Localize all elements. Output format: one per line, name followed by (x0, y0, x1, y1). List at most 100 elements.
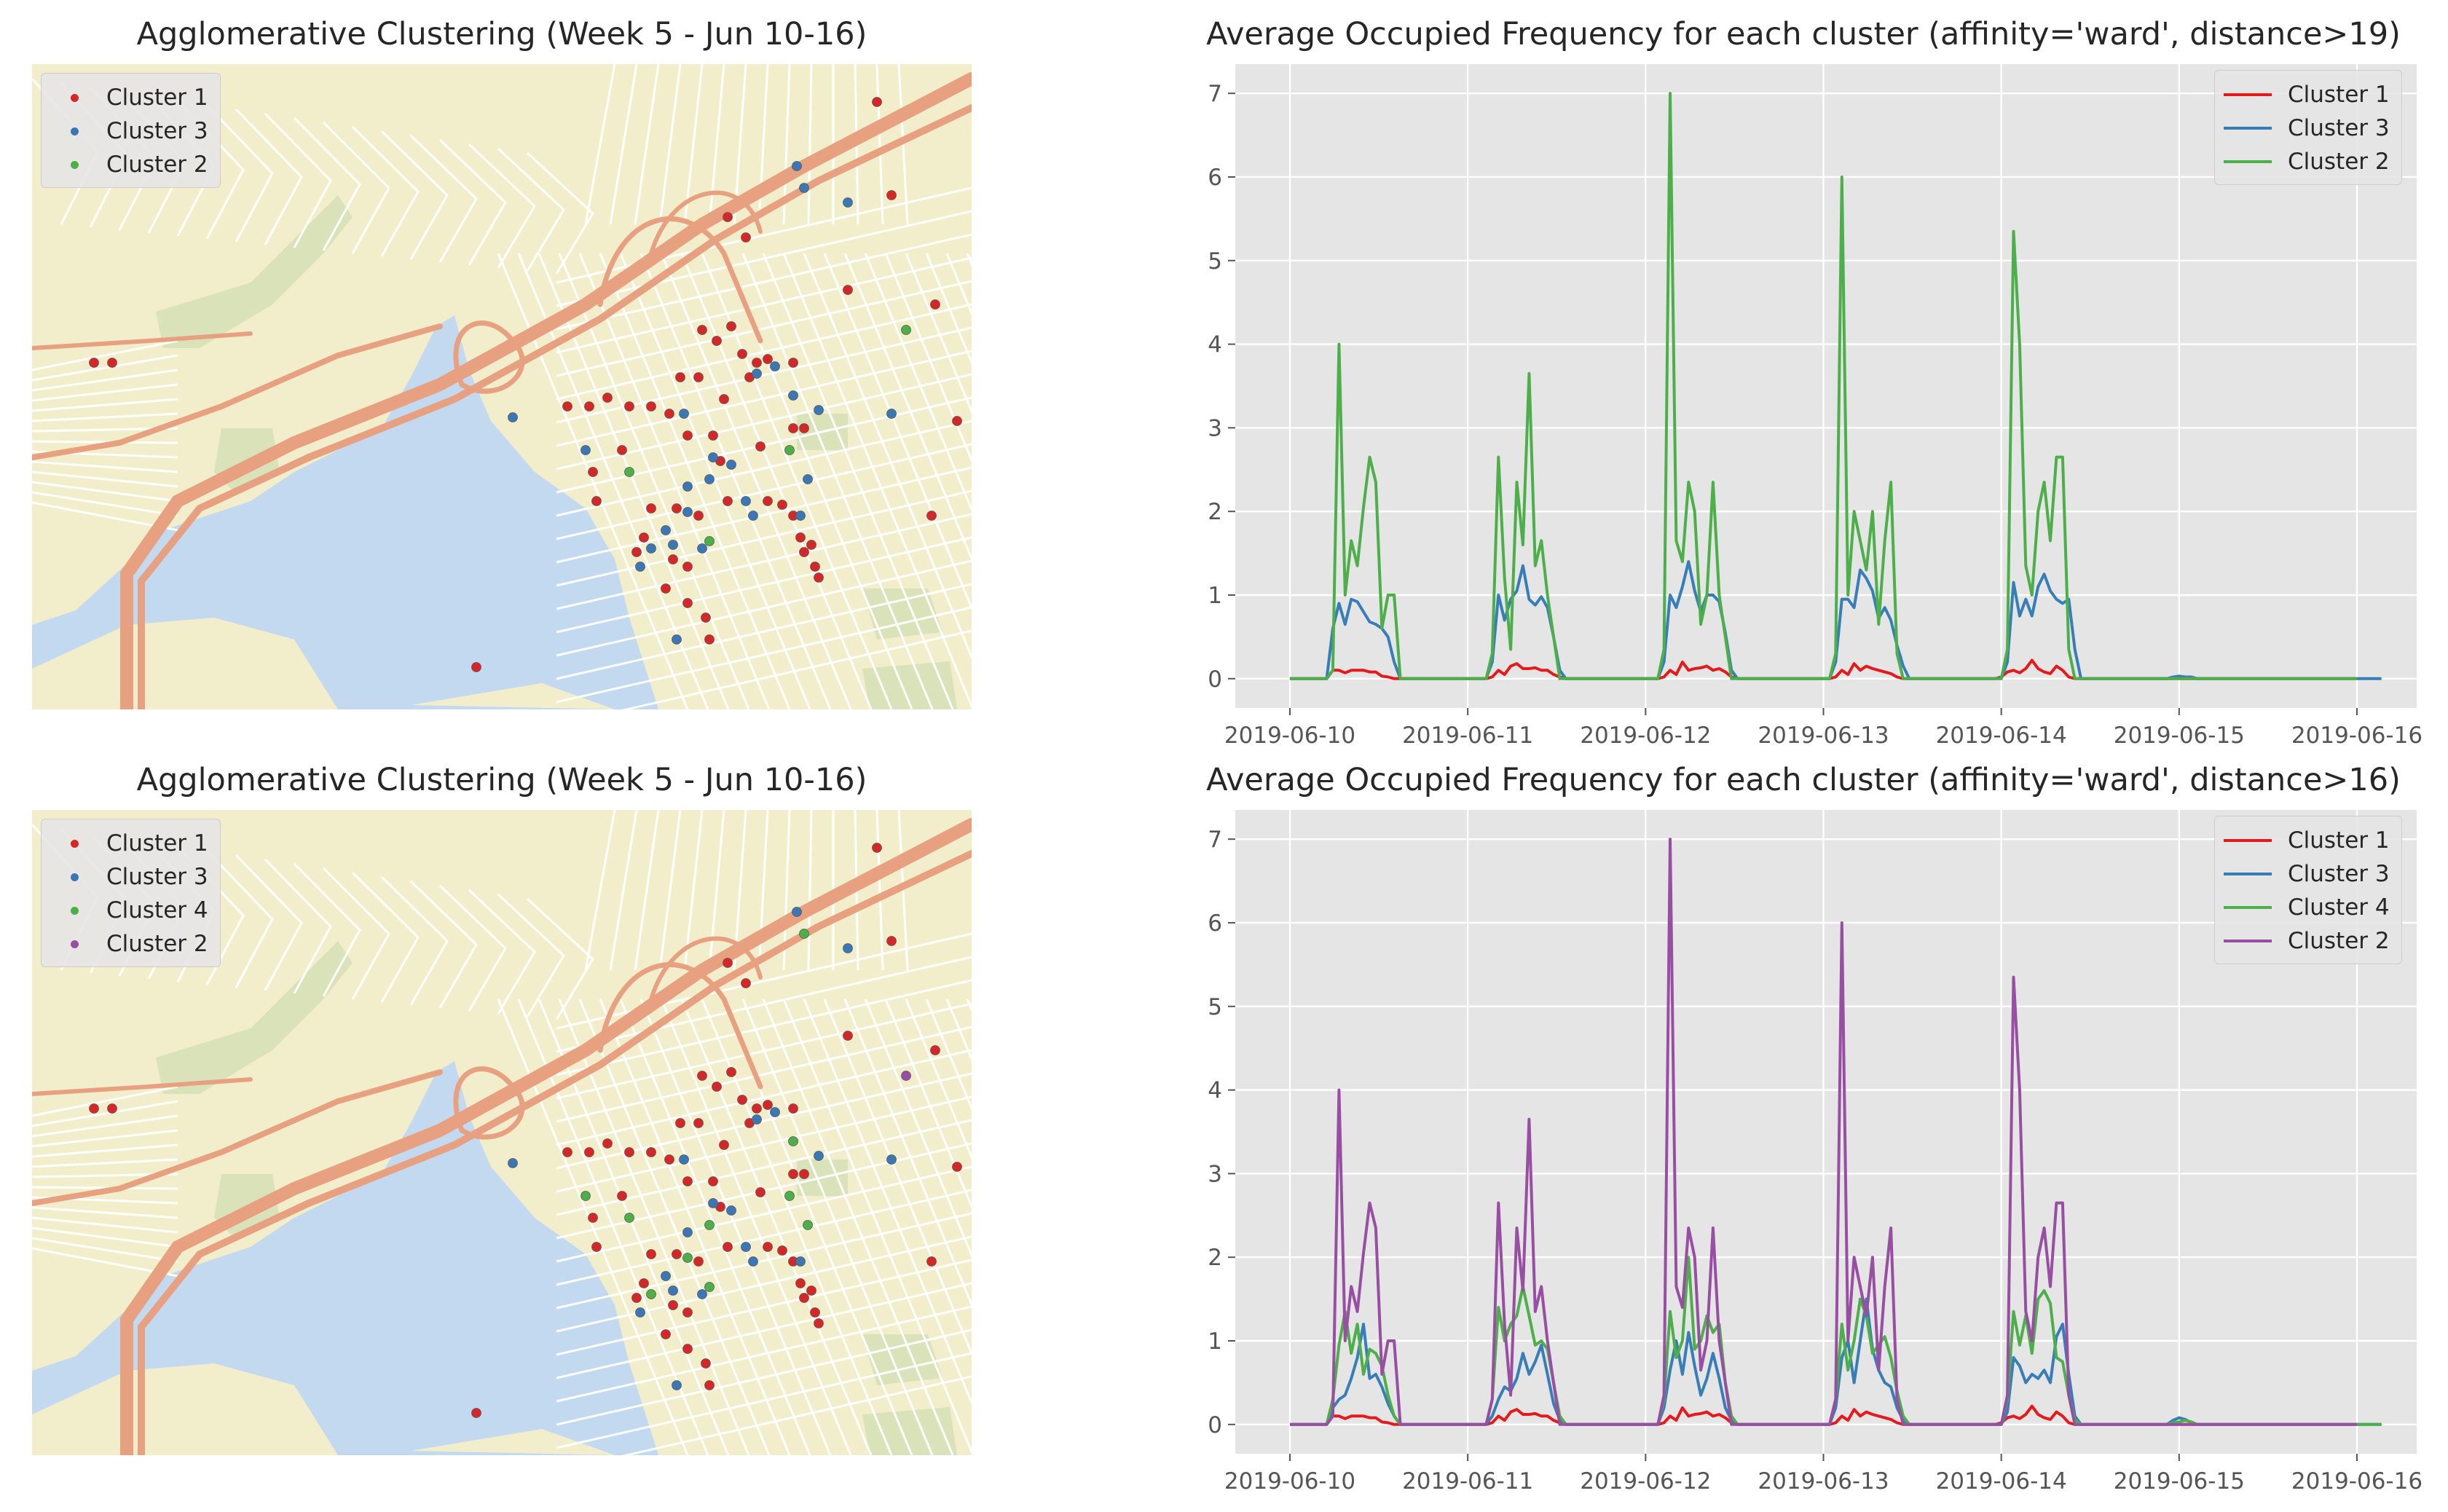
location-marker (668, 540, 678, 550)
street (708, 810, 725, 971)
street (639, 999, 832, 1455)
chart-legend-2: Cluster 1 Cluster 3 Cluster 4 Cluster 2 (2214, 816, 2402, 964)
location-marker (788, 1103, 798, 1114)
street (683, 810, 704, 971)
street (32, 440, 178, 444)
location-marker (708, 1198, 718, 1208)
legend-entry: Cluster 1 (50, 81, 208, 114)
location-marker (704, 474, 715, 484)
ramp (597, 962, 763, 1090)
location-marker (799, 929, 809, 939)
location-marker (107, 358, 117, 368)
street (556, 210, 972, 307)
land-area (32, 618, 338, 709)
water-area (32, 1061, 658, 1455)
location-marker (704, 634, 715, 645)
location-marker (723, 958, 733, 968)
location-marker (712, 1082, 722, 1092)
location-marker (952, 416, 962, 426)
location-marker (799, 547, 809, 557)
street (205, 849, 274, 988)
street (32, 412, 178, 422)
street (823, 253, 972, 611)
chart-title-1: Average Occupied Frequency for each clus… (1206, 16, 2401, 52)
street (32, 1085, 178, 1117)
series-line-cluster-2 (1290, 92, 2357, 680)
legend-marker (71, 906, 79, 915)
street (351, 125, 420, 257)
location-marker (795, 1278, 806, 1288)
street (32, 1186, 178, 1190)
street (619, 253, 811, 709)
street (905, 999, 972, 1160)
legend-label: Cluster 1 (106, 84, 208, 111)
street (884, 999, 972, 1210)
location-marker (741, 496, 751, 506)
street (966, 999, 972, 1013)
location-marker (646, 543, 656, 554)
street (556, 536, 972, 634)
location-marker (664, 1154, 674, 1165)
location-marker (679, 409, 689, 419)
street (556, 280, 972, 377)
location-marker (624, 1147, 634, 1157)
location-marker (639, 1278, 649, 1288)
location-marker (741, 232, 751, 243)
location-marker (799, 423, 809, 433)
location-marker (672, 503, 682, 513)
location-marker (770, 1107, 780, 1117)
location-marker (668, 1300, 678, 1310)
location-marker (748, 511, 758, 521)
location-marker (799, 1169, 809, 1179)
location-marker (752, 1103, 762, 1114)
street (782, 999, 972, 1455)
x-tick-label: 2019-06-10 (1224, 722, 1355, 749)
street (621, 1375, 972, 1455)
location-marker (635, 562, 645, 572)
street (205, 103, 274, 243)
street (264, 112, 332, 248)
location-marker (89, 358, 99, 368)
location-marker (726, 1067, 736, 1077)
location-marker (704, 536, 715, 546)
location-marker (814, 405, 824, 415)
street (875, 810, 884, 971)
location-marker (635, 1307, 645, 1318)
map-title-1: Agglomerative Clustering (Week 5 - Jun 1… (136, 16, 867, 52)
street (966, 253, 972, 267)
legend-label: Cluster 2 (106, 151, 208, 178)
street (32, 1100, 178, 1127)
location-marker (675, 372, 685, 382)
street (32, 354, 178, 382)
location-marker (668, 1285, 678, 1296)
street (584, 810, 616, 971)
x-tick-label: 2019-06-16 (2291, 1468, 2423, 1495)
street (556, 1259, 972, 1356)
series-line-cluster-2 (1290, 838, 2357, 1426)
location-marker (562, 401, 572, 412)
land-area (411, 683, 615, 709)
x-tick-label: 2019-06-12 (1580, 1468, 1711, 1495)
street (322, 121, 390, 254)
location-marker (752, 1114, 762, 1125)
legend-line (2224, 940, 2272, 942)
y-tick-label: 2 (1208, 499, 1222, 525)
legend-line (2224, 160, 2272, 163)
location-marker (843, 943, 853, 953)
location-marker (886, 409, 897, 419)
location-marker (788, 1136, 798, 1146)
street (556, 373, 972, 470)
location-marker (682, 1307, 693, 1318)
location-marker (926, 511, 937, 521)
legend-entry: Cluster 3 (50, 114, 208, 148)
land-area (411, 1429, 615, 1455)
location-marker (672, 634, 682, 645)
location-marker (737, 1095, 747, 1105)
location-marker (588, 1213, 598, 1223)
legend-marker (71, 160, 79, 169)
street (741, 999, 934, 1455)
location-marker (697, 1071, 707, 1081)
map-canvas-1: Cluster 1 Cluster 3 Cluster 2 (32, 64, 972, 709)
legend-label: Cluster 2 (2288, 928, 2390, 954)
location-marker (901, 325, 911, 335)
